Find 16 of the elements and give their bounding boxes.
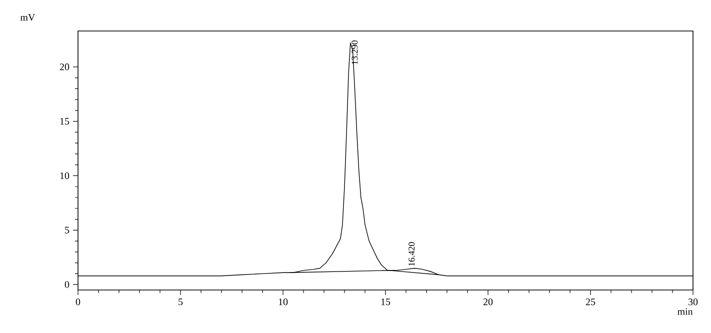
y-tick-label: 20 xyxy=(60,64,70,70)
x-tick-label: 15 xyxy=(381,298,390,306)
annotation: 16.420 xyxy=(408,242,415,266)
x-tick-label: 30 xyxy=(688,298,698,306)
y-tick-label: 5 xyxy=(65,226,70,234)
x-tick-label: 5 xyxy=(178,298,183,306)
x-tick-label: 10 xyxy=(278,298,288,306)
x-tick-label: 20 xyxy=(483,298,493,306)
y-tick-label: 10 xyxy=(60,172,70,180)
x-axis-title: min xyxy=(678,308,693,315)
y-tick-label: 15 xyxy=(60,118,70,125)
y-tick-label: 0 xyxy=(64,281,70,288)
x-tick-label: 25 xyxy=(586,298,596,306)
annotation: 13.290 xyxy=(352,40,358,64)
x-tick-label: 0 xyxy=(76,298,80,306)
y-axis-title: mV xyxy=(20,14,36,21)
